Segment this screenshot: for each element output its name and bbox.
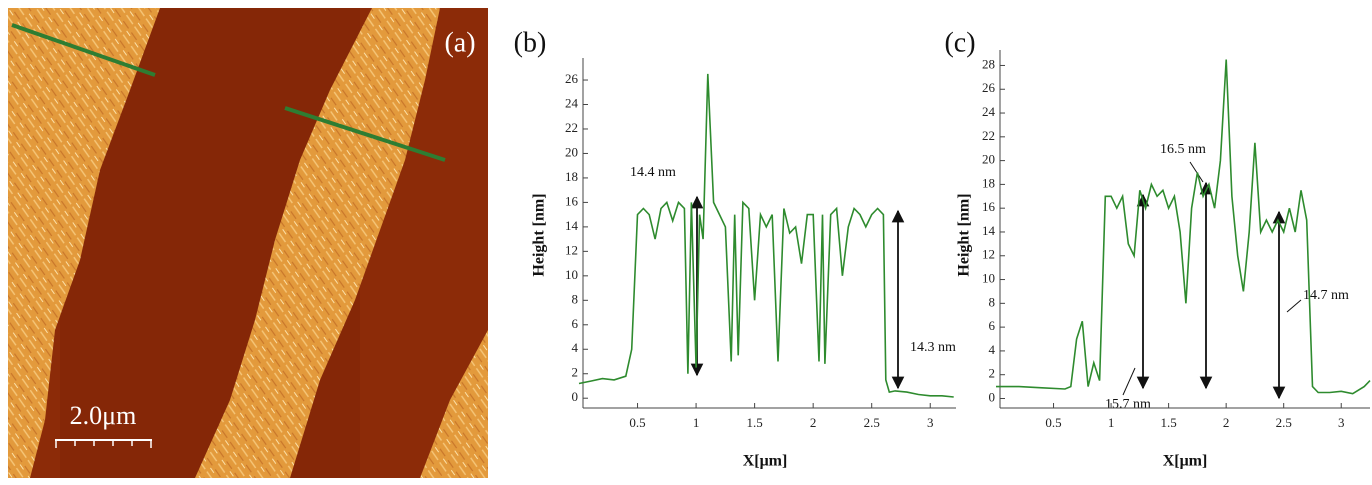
y-tick-label: 24 xyxy=(565,95,579,110)
panel-label: (a) xyxy=(444,27,475,58)
y-tick-label: 26 xyxy=(565,71,579,86)
y-tick-label: 6 xyxy=(572,316,579,331)
annotation: 15.7 nm xyxy=(1105,397,1151,412)
panel-label: (c) xyxy=(944,27,975,58)
y-tick-label: 26 xyxy=(982,80,996,95)
annotation: 14.4 nm xyxy=(630,165,676,180)
scale-bar-label: 2.0μm xyxy=(70,401,137,430)
x-axis-label: X[μm] xyxy=(743,453,788,470)
x-tick-label: 3 xyxy=(927,415,934,430)
y-tick-label: 8 xyxy=(989,294,996,309)
y-tick-label: 14 xyxy=(982,223,996,238)
x-tick-label: 0.5 xyxy=(629,415,645,430)
y-tick-label: 4 xyxy=(989,342,996,357)
x-tick-label: 2 xyxy=(810,415,817,430)
x-tick-label: 1.5 xyxy=(746,415,762,430)
annotation: 16.5 nm xyxy=(1160,142,1206,157)
y-tick-label: 22 xyxy=(565,120,578,135)
x-tick-label: 1 xyxy=(693,415,700,430)
annotation: 14.3 nm xyxy=(910,340,956,355)
y-tick-label: 16 xyxy=(982,199,996,214)
y-tick-label: 6 xyxy=(989,318,996,333)
y-tick-label: 28 xyxy=(982,56,995,71)
y-tick-label: 8 xyxy=(572,291,579,306)
y-tick-label: 18 xyxy=(565,169,578,184)
y-tick-label: 10 xyxy=(982,271,995,286)
y-tick-label: 0 xyxy=(572,389,579,404)
panel-label: (b) xyxy=(514,27,547,58)
y-tick-label: 18 xyxy=(982,175,995,190)
y-tick-label: 14 xyxy=(565,218,579,233)
y-tick-label: 2 xyxy=(572,365,579,380)
y-tick-label: 22 xyxy=(982,128,995,143)
x-tick-label: 2.5 xyxy=(1276,415,1292,430)
x-tick-label: 2.5 xyxy=(864,415,880,430)
y-tick-label: 4 xyxy=(572,340,579,355)
y-tick-label: 12 xyxy=(982,247,995,262)
x-tick-label: 0.5 xyxy=(1045,415,1061,430)
y-tick-label: 0 xyxy=(989,389,996,404)
x-tick-label: 1 xyxy=(1108,415,1115,430)
y-tick-label: 20 xyxy=(565,144,578,159)
y-axis-label: Height [nm] xyxy=(531,193,548,276)
y-tick-label: 16 xyxy=(565,193,579,208)
x-tick-label: 3 xyxy=(1338,415,1345,430)
annotation: 14.7 nm xyxy=(1303,288,1349,303)
y-tick-label: 10 xyxy=(565,267,578,282)
profile-line xyxy=(578,73,954,398)
y-tick-label: 2 xyxy=(989,366,996,381)
y-tick-label: 24 xyxy=(982,104,996,119)
y-axis-label: Height [nm] xyxy=(956,193,973,276)
leader-lines xyxy=(1122,161,1302,396)
x-tick-label: 2 xyxy=(1223,415,1230,430)
afm-image xyxy=(8,8,488,478)
x-tick-label: 1.5 xyxy=(1160,415,1176,430)
profile-line xyxy=(996,59,1371,395)
x-axis-label: X[μm] xyxy=(1163,453,1208,470)
y-tick-label: 12 xyxy=(565,242,578,257)
y-tick-label: 20 xyxy=(982,152,995,167)
